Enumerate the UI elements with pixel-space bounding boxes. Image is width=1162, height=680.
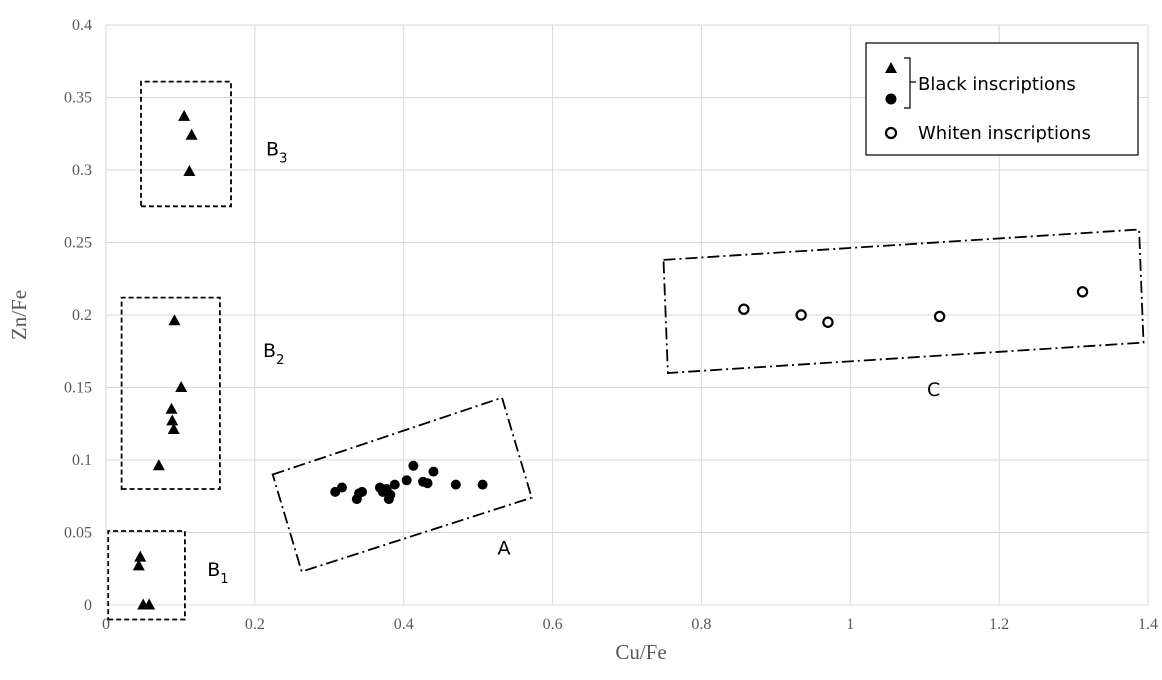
group-box-b1 — [107, 530, 186, 621]
triangle-point — [134, 550, 147, 562]
y-tick-label: 0.15 — [64, 380, 92, 397]
group-label-subscript: 3 — [279, 152, 287, 167]
group-box-b2 — [120, 296, 221, 490]
filled-circle-point — [401, 475, 412, 486]
y-tick-label: 0.1 — [72, 452, 92, 469]
open-circle-point — [738, 303, 750, 315]
x-tick-label: 0.4 — [394, 616, 414, 633]
group-label-b1: B1 — [207, 559, 228, 587]
triangle-point — [152, 459, 165, 471]
x-tick-label: 0.2 — [245, 616, 265, 633]
triangle-point — [175, 381, 188, 392]
filled-circle-point — [389, 479, 400, 490]
triangle-point — [183, 164, 196, 176]
y-tick-label: 0.4 — [72, 17, 92, 34]
legend-black-label: Black inscriptions — [918, 74, 1076, 95]
y-tick-label: 0.3 — [72, 162, 92, 179]
x-tick-label: 1.2 — [989, 616, 1009, 633]
y-axis-title: Zn/Fe — [7, 290, 31, 340]
grid-lines — [105, 24, 1149, 606]
x-tick-label: 0 — [102, 616, 110, 633]
filled-circle-point — [408, 460, 419, 471]
group-label-b2: B2 — [263, 340, 284, 368]
x-tick-label: 0.6 — [543, 616, 563, 633]
x-tick-label: 1 — [846, 616, 854, 633]
legend-white-label: Whiten inscriptions — [918, 123, 1091, 144]
group-label-b3: B3 — [266, 139, 287, 167]
triangle-point — [143, 598, 156, 610]
filled-circle-point — [385, 489, 396, 500]
filled-circle-point — [336, 482, 347, 493]
y-tick-label: 0 — [84, 597, 92, 614]
group-label-c: C — [927, 379, 940, 401]
legend-box — [865, 42, 1139, 156]
legend-triangle-marker — [885, 62, 897, 73]
filled-circle-point — [428, 466, 439, 477]
triangle-point — [168, 314, 181, 326]
filled-circle-point — [450, 479, 461, 490]
group-boxes — [107, 80, 1145, 621]
group-label-subscript: 1 — [220, 572, 228, 587]
group-label-a: A — [497, 537, 510, 559]
triangle-point — [178, 109, 191, 121]
y-tick-label: 0.35 — [64, 90, 92, 107]
triangle-point — [165, 402, 178, 414]
filled-circle-point — [357, 486, 368, 497]
open-circle-point — [933, 310, 946, 323]
y-tick-label: 0.05 — [64, 525, 92, 542]
filled-circle-point — [477, 479, 488, 490]
open-circle-point — [822, 316, 834, 328]
group-box-b3 — [140, 80, 232, 208]
legend-filled-circle-marker — [885, 93, 897, 105]
y-tick-label: 0.25 — [64, 235, 92, 252]
group-box-a — [271, 396, 533, 573]
y-tick-label: 0.2 — [72, 307, 92, 324]
triangle-point — [132, 559, 145, 571]
group-label-subscript: 2 — [276, 353, 284, 368]
x-axis-title: Cu/Fe — [615, 640, 666, 664]
triangle-point — [167, 423, 180, 435]
open-circle-point — [795, 309, 807, 321]
data-points — [132, 109, 1089, 610]
x-tick-label: 0.8 — [691, 616, 711, 633]
triangle-point — [166, 414, 179, 426]
group-box-c — [662, 228, 1145, 374]
legend-bracket — [904, 57, 916, 109]
tick-labels: 0 0.2 0.4 0.6 0.8 1 1.2 1.4 0 0.05 0.1 0.15 0.2 0.25 0… — [64, 17, 1158, 633]
legend-open-circle-marker — [884, 126, 898, 140]
open-circle-point — [1076, 286, 1089, 298]
filled-circle-point — [422, 478, 433, 489]
x-tick-label: 1.4 — [1138, 616, 1158, 633]
legend: Black inscriptions Whiten inscriptions — [865, 42, 1139, 156]
triangle-point — [185, 128, 198, 140]
